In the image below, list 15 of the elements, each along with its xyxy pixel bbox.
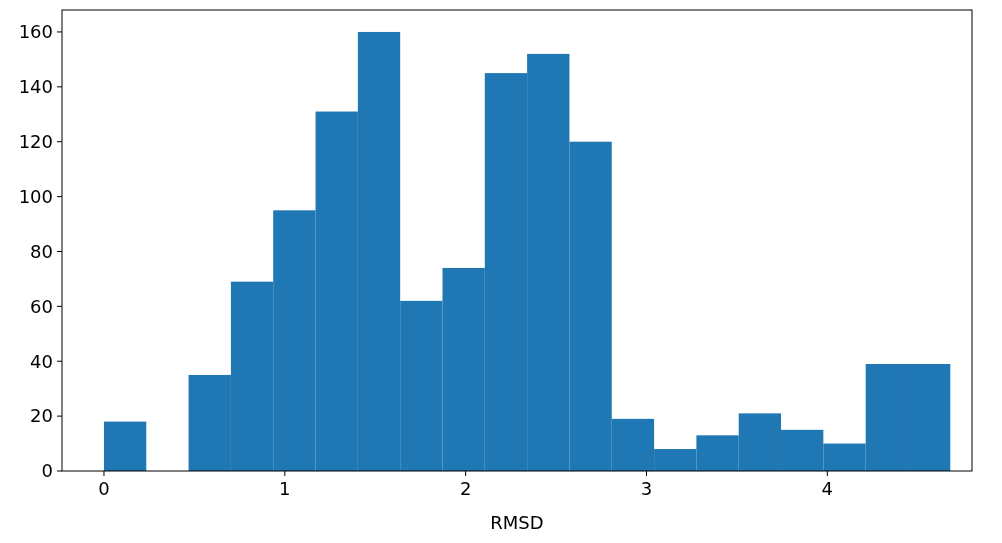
y-tick-label: 160: [18, 21, 53, 43]
x-tick-label: 0: [98, 478, 110, 499]
y-tick-label: 0: [41, 460, 53, 482]
y-tick-label: 60: [30, 295, 53, 317]
x-tick-label: 4: [821, 478, 834, 499]
x-tick-label: 1: [279, 478, 291, 499]
y-tick-label: 140: [18, 76, 53, 98]
y-tick-label: 100: [18, 185, 53, 207]
x-axis-title: RMSD: [490, 512, 544, 533]
y-tick-label: 20: [30, 405, 53, 427]
y-tick-label: 80: [30, 240, 53, 262]
x-tick-label: 2: [459, 478, 472, 499]
y-tick-label: 120: [18, 131, 53, 153]
x-tick-label: 3: [640, 478, 653, 499]
y-tick-label: 40: [30, 350, 53, 372]
